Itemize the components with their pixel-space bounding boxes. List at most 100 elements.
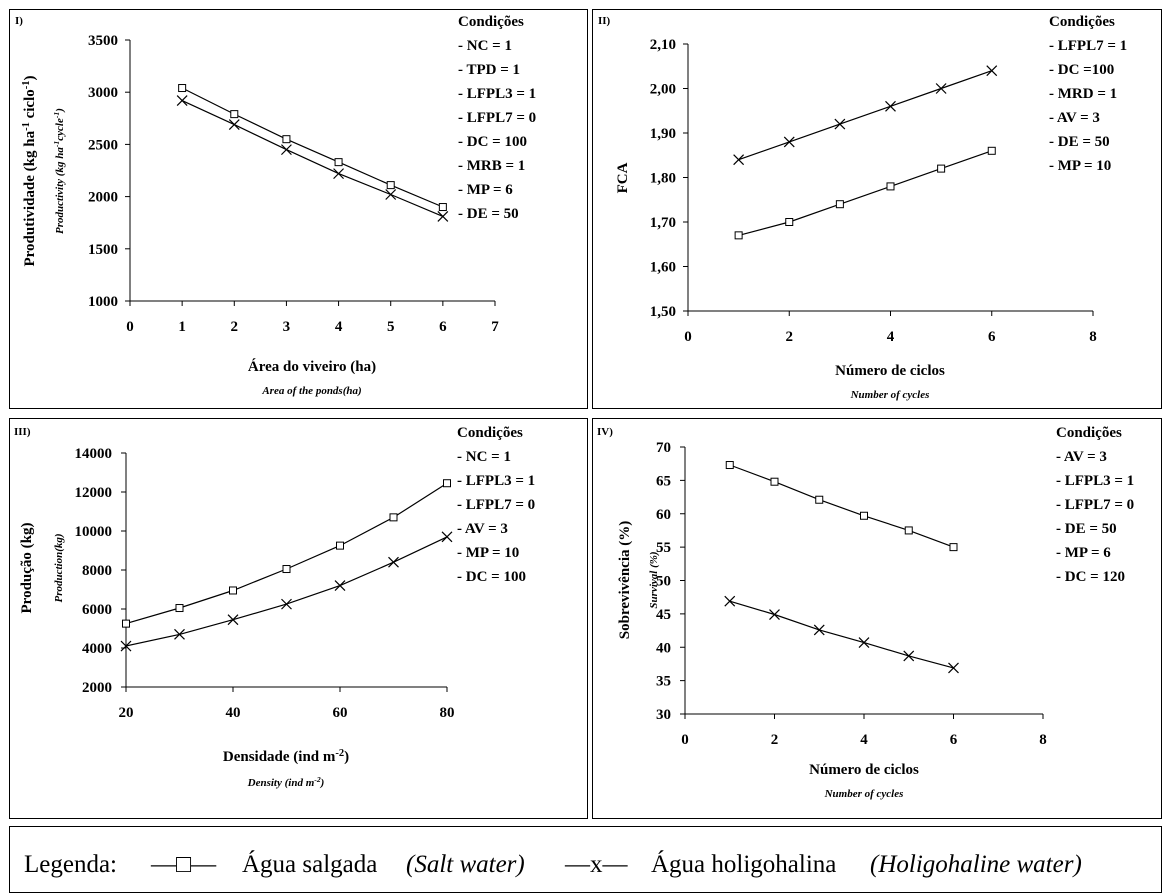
x-tick-label: 0 bbox=[684, 329, 692, 345]
data-point-square bbox=[886, 182, 895, 191]
data-point-x bbox=[885, 100, 896, 112]
x-tick-label: 20 bbox=[119, 705, 134, 721]
condition-item: - LFPL3 = 1 bbox=[458, 86, 536, 102]
legend-holi-label: Água holigohalina bbox=[651, 850, 836, 878]
data-point-square bbox=[282, 135, 291, 144]
panel-frame-1 bbox=[9, 9, 588, 409]
x-axis-label: Densidade (ind m-2) bbox=[223, 748, 349, 766]
legend-salt-label: Água salgada bbox=[242, 850, 377, 878]
series-line-holigohaline-water bbox=[738, 70, 992, 161]
condition-item: - LFPL7 = 0 bbox=[457, 497, 535, 513]
condition-item: - MP = 6 bbox=[458, 182, 513, 198]
condition-item: - LFPL7 = 1 bbox=[1049, 38, 1127, 54]
data-point-x bbox=[385, 189, 397, 200]
panel-frame-3 bbox=[9, 418, 588, 819]
series-line-salt-water bbox=[738, 150, 992, 236]
data-point-x bbox=[437, 211, 449, 222]
data-point-square bbox=[734, 231, 743, 240]
data-point-x bbox=[333, 168, 344, 180]
x-tick-label: 5 bbox=[387, 319, 395, 335]
condition-item: - TPD = 1 bbox=[458, 62, 520, 78]
data-point-square bbox=[336, 541, 344, 550]
x-tick-label: 4 bbox=[335, 319, 343, 335]
data-point-square bbox=[987, 146, 996, 155]
y-tick-label: 3000 bbox=[88, 85, 118, 101]
y-tick-label: 2000 bbox=[82, 680, 112, 696]
x-tick-label: 0 bbox=[681, 732, 689, 748]
data-point-x bbox=[935, 83, 947, 94]
chart-panel-3: III) 2000 4000 6000 8000 10000 12000 14000 20 40 6… bbox=[14, 425, 535, 789]
condition-item: - LFPL7 = 0 bbox=[458, 110, 536, 126]
y-tick-label: 35 bbox=[656, 674, 671, 690]
data-point-x bbox=[986, 65, 998, 77]
data-point-x bbox=[120, 640, 132, 652]
y-axis-label: FCA bbox=[615, 162, 631, 193]
data-point-x bbox=[858, 637, 870, 649]
y-tick-label: 1,70 bbox=[650, 215, 676, 231]
chart-panel-4: IV) 30 35 40 45 50 55 60 65 70 0 2 4 6 8 Número de cicl… bbox=[597, 425, 1134, 800]
data-point-square bbox=[725, 461, 734, 470]
data-point-square bbox=[443, 479, 451, 488]
condition-item: - MP = 6 bbox=[1056, 545, 1111, 561]
series-line-salt-water bbox=[729, 464, 954, 548]
x-tick-label: 4 bbox=[860, 732, 868, 748]
y-tick-label: 3500 bbox=[88, 33, 118, 49]
data-point-square bbox=[386, 181, 395, 190]
data-point-x bbox=[174, 628, 185, 640]
legend-salt-label-en: (Salt water) bbox=[406, 851, 525, 878]
y-tick-label: 65 bbox=[656, 473, 671, 489]
x-axis-label: Área do viveiro (ha) bbox=[248, 358, 376, 375]
data-point-square bbox=[282, 565, 291, 574]
y-axis-label: Produtividade (kg ha-1 ciclo-1) bbox=[21, 76, 39, 267]
x-tick-label: 1 bbox=[178, 319, 186, 335]
data-point-x bbox=[227, 614, 239, 626]
x-tick-label: 60 bbox=[333, 705, 348, 721]
x-tick-label: 2 bbox=[231, 319, 239, 335]
data-point-x bbox=[769, 609, 780, 620]
condition-item: - AV = 3 bbox=[457, 521, 508, 537]
data-point-square bbox=[389, 513, 398, 522]
x-tick-label: 2 bbox=[771, 732, 779, 748]
panel-label: I) bbox=[15, 15, 23, 27]
y-axis-sublabel: Production(kg) bbox=[53, 533, 65, 602]
data-point-square bbox=[904, 526, 913, 535]
series-line-holigohaline-water bbox=[125, 536, 448, 647]
y-tick-label: 1,80 bbox=[650, 171, 676, 187]
legend-holi-line: —x— bbox=[564, 851, 629, 878]
conditions-title: Condições bbox=[1056, 425, 1122, 441]
data-point-x bbox=[281, 598, 292, 610]
data-point-square bbox=[785, 218, 794, 226]
series-line-salt-water bbox=[125, 482, 448, 625]
chart-panel-2: II) 1,50 1,60 1,70 1,80 1,90 2,00 2,10 0 2 4 6 8 Núme… bbox=[598, 14, 1127, 401]
series-line-holigohaline-water bbox=[729, 600, 954, 669]
panel-label: IV) bbox=[597, 426, 613, 438]
y-tick-label: 1,90 bbox=[650, 126, 676, 142]
x-tick-label: 8 bbox=[1089, 329, 1097, 345]
condition-item: - DC = 120 bbox=[1056, 569, 1125, 585]
x-tick-label: 2 bbox=[786, 329, 794, 345]
conditions-title: Condições bbox=[458, 14, 524, 30]
condition-item: - MRD = 1 bbox=[1049, 86, 1117, 102]
data-point-square bbox=[230, 110, 239, 119]
data-point-square bbox=[770, 477, 779, 486]
data-point-square bbox=[438, 203, 447, 212]
x-tick-label: 8 bbox=[1039, 732, 1047, 748]
data-point-x bbox=[903, 650, 915, 662]
legend-prefix: Legenda: bbox=[24, 851, 117, 878]
y-tick-label: 6000 bbox=[82, 602, 112, 618]
x-axis-sublabel: Number of cycles bbox=[850, 389, 930, 401]
y-tick-label: 2,10 bbox=[650, 37, 676, 53]
y-tick-label: 70 bbox=[656, 440, 671, 456]
condition-item: - NC = 1 bbox=[457, 449, 511, 465]
y-tick-label: 40 bbox=[656, 640, 671, 656]
x-axis-label: Número de ciclos bbox=[809, 762, 919, 778]
data-point-x bbox=[724, 595, 736, 607]
data-point-square bbox=[815, 495, 824, 504]
x-tick-label: 6 bbox=[950, 732, 958, 748]
x-tick-label: 6 bbox=[439, 319, 447, 335]
x-tick-label: 0 bbox=[126, 319, 134, 335]
data-point-x bbox=[281, 144, 292, 156]
data-point-square bbox=[949, 543, 958, 552]
condition-item: - DE = 50 bbox=[1056, 521, 1117, 537]
